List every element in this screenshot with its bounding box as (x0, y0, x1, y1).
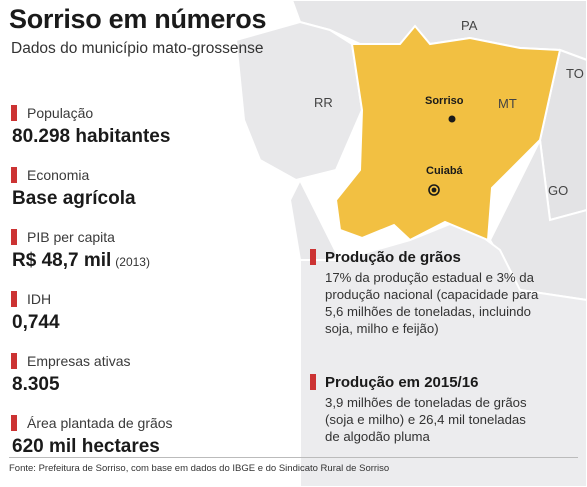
cuiaba-dot (431, 187, 437, 193)
red-marker-icon (310, 374, 316, 390)
sorriso-dot (448, 115, 456, 123)
red-marker-icon (11, 353, 17, 369)
stat-populacao: População 80.298 habitantes (11, 103, 311, 165)
stat-idh: IDH 0,744 (11, 289, 311, 351)
block-line: soja, milho e feijão) (325, 321, 439, 336)
block-producao-graos: Produção de grãos 17% da produção estadu… (310, 247, 578, 337)
city-label-cuiaba: Cuiabá (426, 165, 463, 177)
stat-value: 0,744 (12, 312, 60, 333)
cuiaba-dot-ring (428, 184, 440, 196)
state-go (488, 136, 587, 302)
red-marker-icon (11, 167, 17, 183)
map-label-go: GO (548, 183, 569, 198)
red-marker-icon (11, 105, 17, 121)
block-text: 17% da produção estadual e 3% da produçã… (310, 269, 578, 337)
state-lower-left (288, 177, 342, 261)
stat-label: Empresas ativas (27, 353, 131, 369)
red-marker-icon (11, 291, 17, 307)
map-label-rr: RR (314, 95, 333, 110)
block-line: de algodão pluma (325, 429, 430, 444)
stat-note: (2013) (115, 255, 150, 269)
block-line: 5,6 milhões de toneladas, incluindo (325, 304, 532, 319)
state-ms (299, 179, 587, 487)
stat-label: IDH (27, 291, 52, 307)
block-line: 17% da produção estadual e 3% da (325, 270, 534, 285)
red-marker-icon (11, 229, 17, 245)
red-marker-icon (310, 249, 316, 265)
map-label-pa: PA (461, 18, 478, 33)
block-text: 3,9 milhões de toneladas de grãos (soja … (310, 394, 578, 445)
stat-empresas: Empresas ativas 8.305 (11, 351, 311, 413)
block-title: Produção de grãos (325, 248, 461, 266)
block-line: produção nacional (capacidade para (325, 287, 539, 302)
source-divider (9, 457, 578, 458)
stat-value: 8.305 (12, 374, 60, 395)
source-note: Fonte: Prefeitura de Sorriso, com base e… (9, 463, 390, 474)
stats-list: População 80.298 habitantes Economia Bas… (11, 103, 311, 475)
state-rr (234, 20, 364, 182)
stat-label: População (27, 105, 94, 121)
block-title: Produção em 2015/16 (325, 373, 479, 391)
page-title: Sorriso em números (9, 4, 267, 34)
stat-value: 620 mil hectares (12, 436, 160, 457)
map-label-mt: MT (498, 96, 517, 111)
block-line: (soja e milho) e 26,4 mil toneladas (325, 412, 526, 427)
stat-value: R$ 48,7 mil (12, 250, 112, 271)
stat-label: Área plantada de grãos (27, 415, 173, 431)
stat-value: Base agrícola (12, 188, 136, 209)
stat-value: 80.298 habitantes (12, 126, 171, 147)
stat-label: Economia (27, 167, 90, 183)
red-marker-icon (11, 415, 17, 431)
city-label-sorriso: Sorriso (425, 95, 464, 107)
page-subtitle: Dados do município mato-grossense (11, 40, 264, 57)
block-producao-2015-16: Produção em 2015/16 3,9 milhões de tonel… (310, 372, 578, 445)
state-mt-highlight (334, 24, 562, 242)
stat-pib: PIB per capita R$ 48,7 mil (2013) (11, 227, 311, 289)
block-line: 3,9 milhões de toneladas de grãos (325, 395, 527, 410)
stat-economia: Economia Base agrícola (11, 165, 311, 227)
stat-area: Área plantada de grãos 620 mil hectares (11, 413, 311, 475)
map-label-to: TO (566, 66, 584, 81)
stat-label: PIB per capita (27, 229, 115, 245)
